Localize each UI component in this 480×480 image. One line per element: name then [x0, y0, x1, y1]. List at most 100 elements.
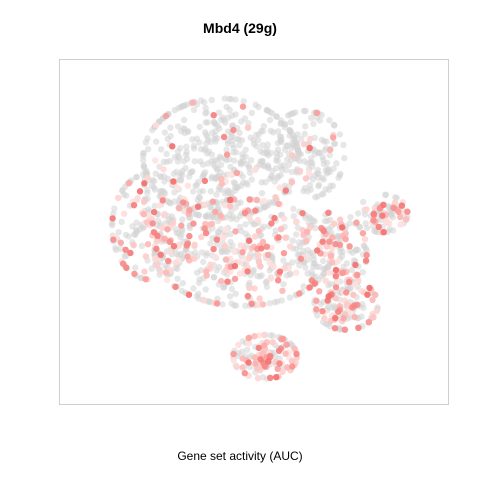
data-point [215, 109, 223, 116]
data-point [249, 268, 257, 276]
data-point [244, 124, 252, 131]
data-point [217, 161, 225, 168]
data-point [365, 319, 372, 326]
data-point [131, 270, 138, 277]
data-point [153, 245, 160, 253]
data-point [288, 178, 296, 186]
data-point [397, 213, 404, 221]
data-point [196, 188, 203, 195]
data-point [229, 122, 236, 129]
data-point [254, 216, 262, 224]
data-point [122, 253, 130, 260]
data-point [224, 137, 232, 145]
data-point [279, 287, 286, 294]
data-point [276, 184, 283, 191]
data-point [154, 217, 162, 224]
data-point [231, 157, 238, 164]
data-point [244, 268, 251, 275]
data-point [122, 246, 129, 253]
data-point [228, 285, 235, 293]
data-point [193, 182, 200, 189]
data-point [387, 211, 395, 218]
data-point [190, 145, 198, 152]
data-point [202, 286, 209, 293]
data-point [286, 243, 294, 250]
data-point [288, 168, 295, 176]
data-point [218, 180, 225, 188]
data-point [166, 248, 174, 256]
data-point [191, 241, 198, 248]
data-point [165, 257, 172, 265]
data-point [174, 158, 182, 165]
data-point [314, 247, 321, 254]
data-point [301, 130, 308, 138]
data-point [326, 238, 333, 245]
data-point [245, 162, 253, 170]
data-point [204, 119, 211, 126]
data-point [313, 297, 320, 304]
data-point [403, 216, 410, 223]
data-point [230, 126, 237, 134]
data-point [277, 163, 284, 170]
data-point [352, 261, 359, 269]
data-point [223, 256, 230, 263]
data-point [211, 135, 218, 143]
data-point [291, 345, 298, 352]
data-point [172, 283, 179, 291]
data-point [280, 250, 288, 257]
data-point [190, 285, 197, 292]
data-point [130, 242, 137, 249]
data-point [167, 132, 174, 140]
data-point [133, 229, 140, 236]
plot-frame [59, 59, 449, 405]
data-point [322, 277, 329, 285]
data-point [334, 277, 341, 285]
data-point [242, 221, 249, 228]
data-point [302, 264, 309, 271]
data-point [193, 269, 201, 276]
data-point [223, 248, 231, 255]
data-point [293, 218, 300, 225]
data-point [239, 103, 247, 110]
data-point [336, 216, 344, 223]
data-point [286, 127, 294, 135]
data-point [351, 302, 358, 309]
data-point [360, 198, 367, 206]
data-point [157, 173, 164, 180]
data-point [190, 106, 198, 114]
data-point [251, 333, 258, 340]
data-point [171, 107, 178, 114]
data-point [281, 146, 289, 153]
data-point [240, 98, 247, 105]
data-point [359, 230, 367, 237]
data-point [248, 176, 255, 183]
data-point [223, 151, 231, 158]
data-point [112, 246, 120, 254]
data-point [326, 117, 333, 124]
data-point [296, 262, 303, 269]
data-point [216, 153, 224, 160]
data-point [141, 180, 148, 187]
data-point [332, 240, 339, 248]
data-point [142, 253, 150, 260]
data-point [252, 166, 259, 173]
data-point [254, 365, 261, 372]
data-point [259, 142, 266, 149]
data-point [122, 231, 130, 239]
data-point [195, 193, 203, 201]
data-point [320, 257, 327, 265]
data-point [267, 127, 274, 134]
data-point [276, 268, 284, 275]
data-point [130, 202, 138, 209]
data-point [375, 223, 382, 231]
data-point [217, 277, 225, 285]
data-point [228, 300, 235, 307]
data-point [331, 140, 339, 147]
data-point [316, 117, 324, 124]
data-point [239, 348, 246, 355]
data-point [299, 210, 306, 217]
data-point [258, 245, 265, 252]
data-point [332, 284, 340, 291]
data-point [310, 120, 317, 128]
data-point [347, 213, 354, 221]
